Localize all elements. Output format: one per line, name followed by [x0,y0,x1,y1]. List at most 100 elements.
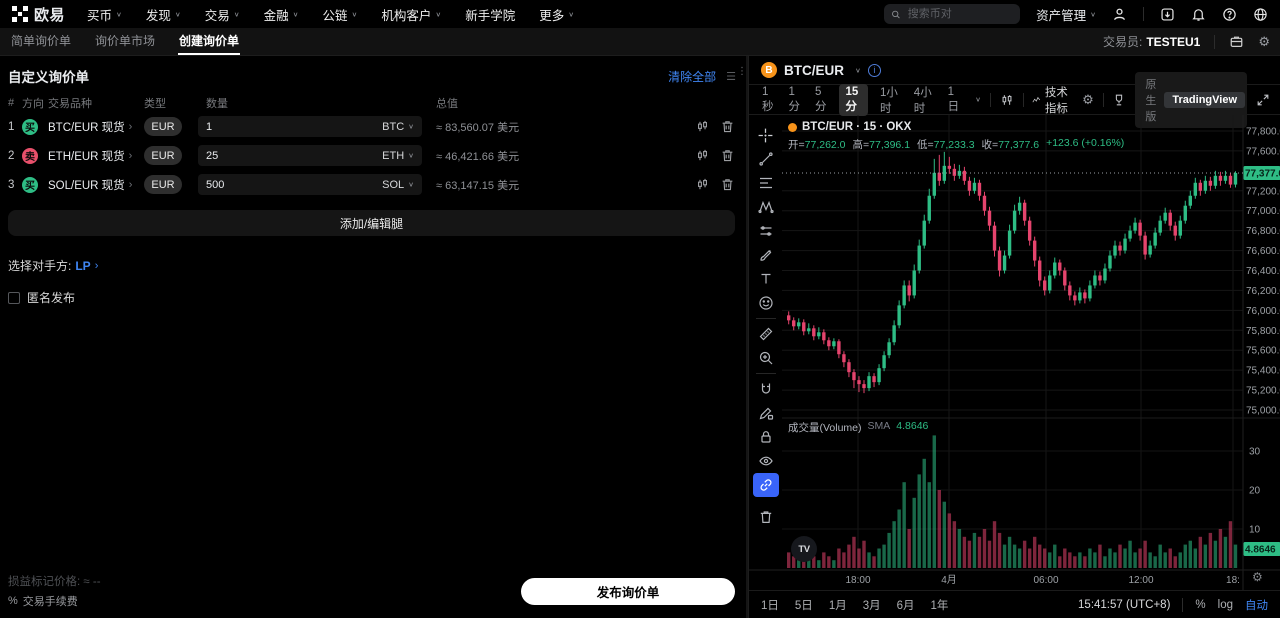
interval-4h[interactable]: 4小时 [913,86,932,115]
svg-text:77,200.0: 77,200.0 [1246,186,1280,197]
indicator-settings-gear-icon[interactable]: ⚙ [1082,91,1094,107]
tab-create-rfq[interactable]: 创建询价单 [178,28,241,55]
unit-dropdown[interactable]: ETH ∨ [382,149,414,162]
delete-leg-icon[interactable] [720,177,735,192]
okx-logo[interactable]: 欧易 [12,4,65,25]
search-input[interactable] [905,7,1014,21]
notifications-icon[interactable] [1191,7,1206,22]
candle-style-icon[interactable] [1000,93,1014,107]
indicators-button[interactable]: 技术指标 [1032,84,1073,116]
quantity-input[interactable]: 500 SOL ∨ [198,174,422,195]
text-tool-icon[interactable] [753,267,779,291]
price-chart[interactable]: .ax{font:10px "Liberation Sans",sans-ser… [749,115,1280,590]
interval-1s[interactable]: 1秒 [762,85,774,113]
percent-scale-button[interactable]: % [1195,598,1206,611]
forecast-tool-icon[interactable] [753,219,779,243]
delete-leg-icon[interactable] [720,119,735,134]
sync-drawings-link-icon[interactable] [752,473,779,497]
type-pill[interactable]: EUR [144,175,182,194]
settings-gear-icon[interactable]: ⚙ [1258,33,1270,49]
chart-candles-icon[interactable] [695,177,710,192]
axis-settings-gear-icon[interactable]: ⚙ [1252,570,1263,584]
brush-tool-icon[interactable] [753,243,779,267]
interval-1m[interactable]: 1分 [788,85,801,113]
measure-tool-icon[interactable] [753,322,779,346]
splitter-handle-icon[interactable]: ⋮ [737,66,748,77]
counterparty-link[interactable]: LP [75,258,91,273]
panel-drag-handle-icon[interactable]: ☰ [726,70,736,83]
menu-academy[interactable]: 新手学院 [465,8,516,23]
menu-finance[interactable]: 金融 ∨ [263,8,299,23]
panel-splitter[interactable] [746,56,748,618]
toggle-native[interactable]: 原生版 [1145,78,1157,123]
interval-5m[interactable]: 5分 [815,85,827,113]
chart-pair-selector[interactable]: BTC/EUR [784,62,844,78]
download-app-icon[interactable] [1160,7,1175,22]
object-tree-icon[interactable] [1112,93,1126,107]
tab-simple-rfq[interactable]: 简单询价单 [11,34,72,48]
unit-dropdown[interactable]: SOL ∨ [382,178,414,191]
auto-scale-button[interactable]: 自动 [1245,599,1268,612]
help-icon[interactable] [1222,7,1237,22]
trend-line-tool-icon[interactable] [753,147,779,171]
menu-more[interactable]: 更多 ∨ [539,8,575,23]
tab-rfq-market[interactable]: 询价单市场 [95,34,156,48]
hide-drawings-eye-icon[interactable] [753,449,779,473]
quantity-input[interactable]: 1 BTC ∨ [198,116,422,137]
chart-canvas[interactable]: .ax{font:10px "Liberation Sans",sans-ser… [749,115,1280,590]
chevron-down-icon[interactable]: ∨ [975,95,981,104]
menu-chain[interactable]: 公链 ∨ [322,8,358,23]
user-icon[interactable] [1112,7,1127,22]
fib-retracement-tool-icon[interactable] [753,171,779,195]
language-globe-icon[interactable] [1253,7,1268,22]
xabcd-pattern-tool-icon[interactable] [753,195,779,219]
chevron-down-icon: ∨ [408,180,414,189]
menu-trade[interactable]: 交易 ∨ [204,8,240,23]
menu-institutional[interactable]: 机构客户 ∨ [381,8,442,23]
clock-timezone[interactable]: 15:41:57 (UTC+8) [1078,598,1171,611]
log-scale-button[interactable]: log [1217,598,1233,611]
fullscreen-icon[interactable] [1256,93,1270,107]
range-1y[interactable]: 1年 [930,599,949,612]
divider [1022,92,1024,107]
range-6mo[interactable]: 6月 [896,599,915,612]
emoji-tool-icon[interactable] [753,291,779,315]
magnet-tool-icon[interactable] [753,377,779,401]
chart-candles-icon[interactable] [695,148,710,163]
range-1mo[interactable]: 1月 [828,599,847,612]
type-pill[interactable]: EUR [144,117,182,136]
remove-drawings-trash-icon[interactable] [753,505,779,529]
unit-dropdown[interactable]: BTC ∨ [382,120,414,133]
anonymous-checkbox[interactable] [8,291,20,304]
add-edit-legs-button[interactable]: 添加/编辑腿 [8,210,735,236]
toggle-tradingview[interactable]: TradingView [1164,91,1245,108]
zoom-in-tool-icon[interactable] [753,346,779,370]
lock-all-tool-icon[interactable] [753,425,779,449]
chart-candles-icon[interactable] [695,119,710,134]
quantity-input[interactable]: 25 ETH ∨ [198,145,422,166]
menu-buy-crypto[interactable]: 买币 ∨ [87,8,122,23]
range-1d[interactable]: 1日 [761,599,779,612]
interval-1h[interactable]: 1小时 [880,86,898,115]
menu-discover[interactable]: 发现 ∨ [145,8,181,23]
assets-menu[interactable]: 资产管理 ∨ [1036,8,1096,23]
publish-rfq-button[interactable]: 发布询价单 [521,578,735,605]
delete-leg-icon[interactable] [720,148,735,163]
range-5d[interactable]: 5日 [794,599,813,612]
clear-all-link[interactable]: 清除全部 [668,69,717,84]
interval-1d[interactable]: 1日 [947,85,960,113]
chevron-right-icon[interactable]: › [94,259,99,272]
pair-selector[interactable]: ETH/EUR 现货 › [48,149,133,163]
chevron-down-icon[interactable]: ∨ [855,66,861,74]
interval-15m[interactable]: 15分 [838,83,869,116]
drawing-edit-lock-icon[interactable] [753,401,779,425]
crosshair-tool-icon[interactable] [753,123,779,147]
pair-selector[interactable]: BTC/EUR 现货 › [48,120,133,134]
type-pill[interactable]: EUR [144,146,182,165]
tradingview-watermark-icon[interactable]: TV [791,536,817,562]
info-icon[interactable]: i [867,63,881,77]
orders-history-icon[interactable] [1229,34,1244,49]
range-3mo[interactable]: 3月 [862,599,881,612]
pair-selector[interactable]: SOL/EUR 现货 › [48,178,133,192]
search-box[interactable] [884,4,1021,24]
